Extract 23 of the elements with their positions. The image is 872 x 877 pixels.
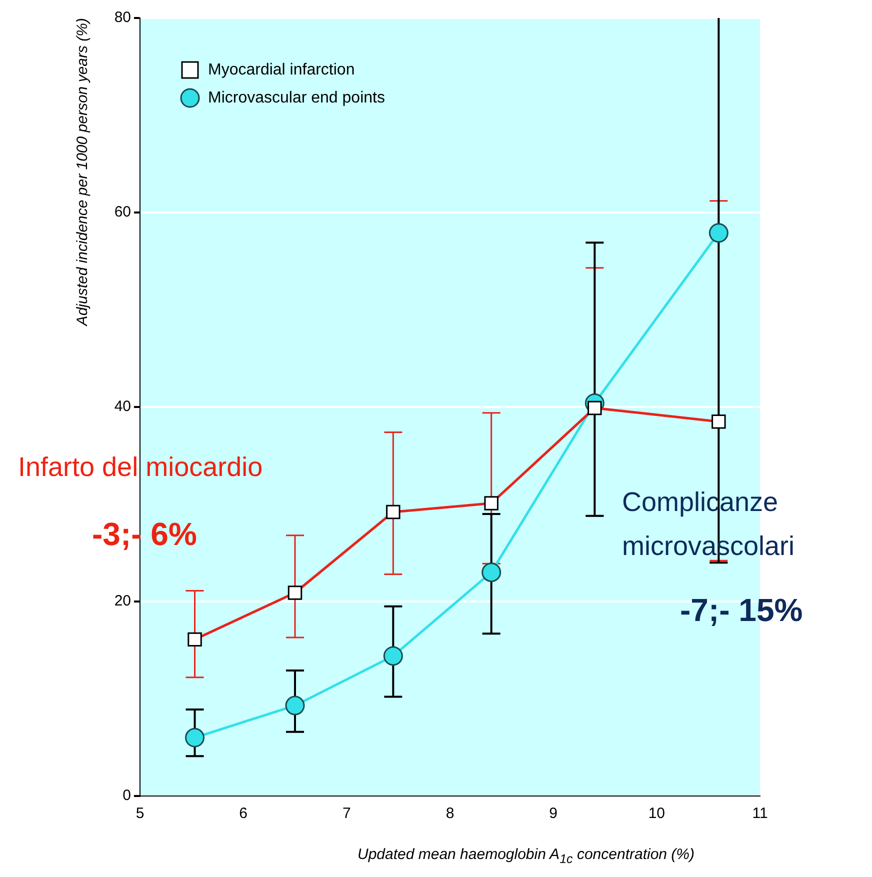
x-tick-label: 11 [752, 805, 768, 822]
x-tick-label: 8 [446, 805, 454, 822]
x-tick-label: 9 [549, 805, 558, 822]
x-tick-label: 6 [239, 805, 248, 822]
point [708, 223, 728, 243]
annotation: -7;- 15% [680, 592, 803, 629]
y-tick-label: 0 [122, 787, 131, 804]
annotation: Infarto del miocardio [18, 452, 263, 483]
legend-label: Myocardial infarction [208, 61, 355, 78]
y-tick-label: 80 [114, 9, 131, 26]
x-axis-title: Updated mean haemoglobin A$_{1c}$ concentration (%) [356, 846, 696, 866]
y-axis-title: Adjusted incidence per 1000 person years (%) [74, 18, 92, 327]
point [383, 646, 403, 666]
point [482, 562, 502, 582]
legend-label: Microvascular end points [208, 89, 385, 106]
point [285, 696, 305, 716]
x-tick-label: 5 [136, 805, 144, 822]
x-tick-label: 7 [342, 805, 351, 822]
x-tick-label: 10 [648, 805, 666, 822]
y-tick-label: 20 [114, 592, 131, 610]
y-tick-label: 60 [114, 204, 131, 221]
y-tick-label: 40 [114, 398, 131, 416]
point [185, 728, 205, 748]
